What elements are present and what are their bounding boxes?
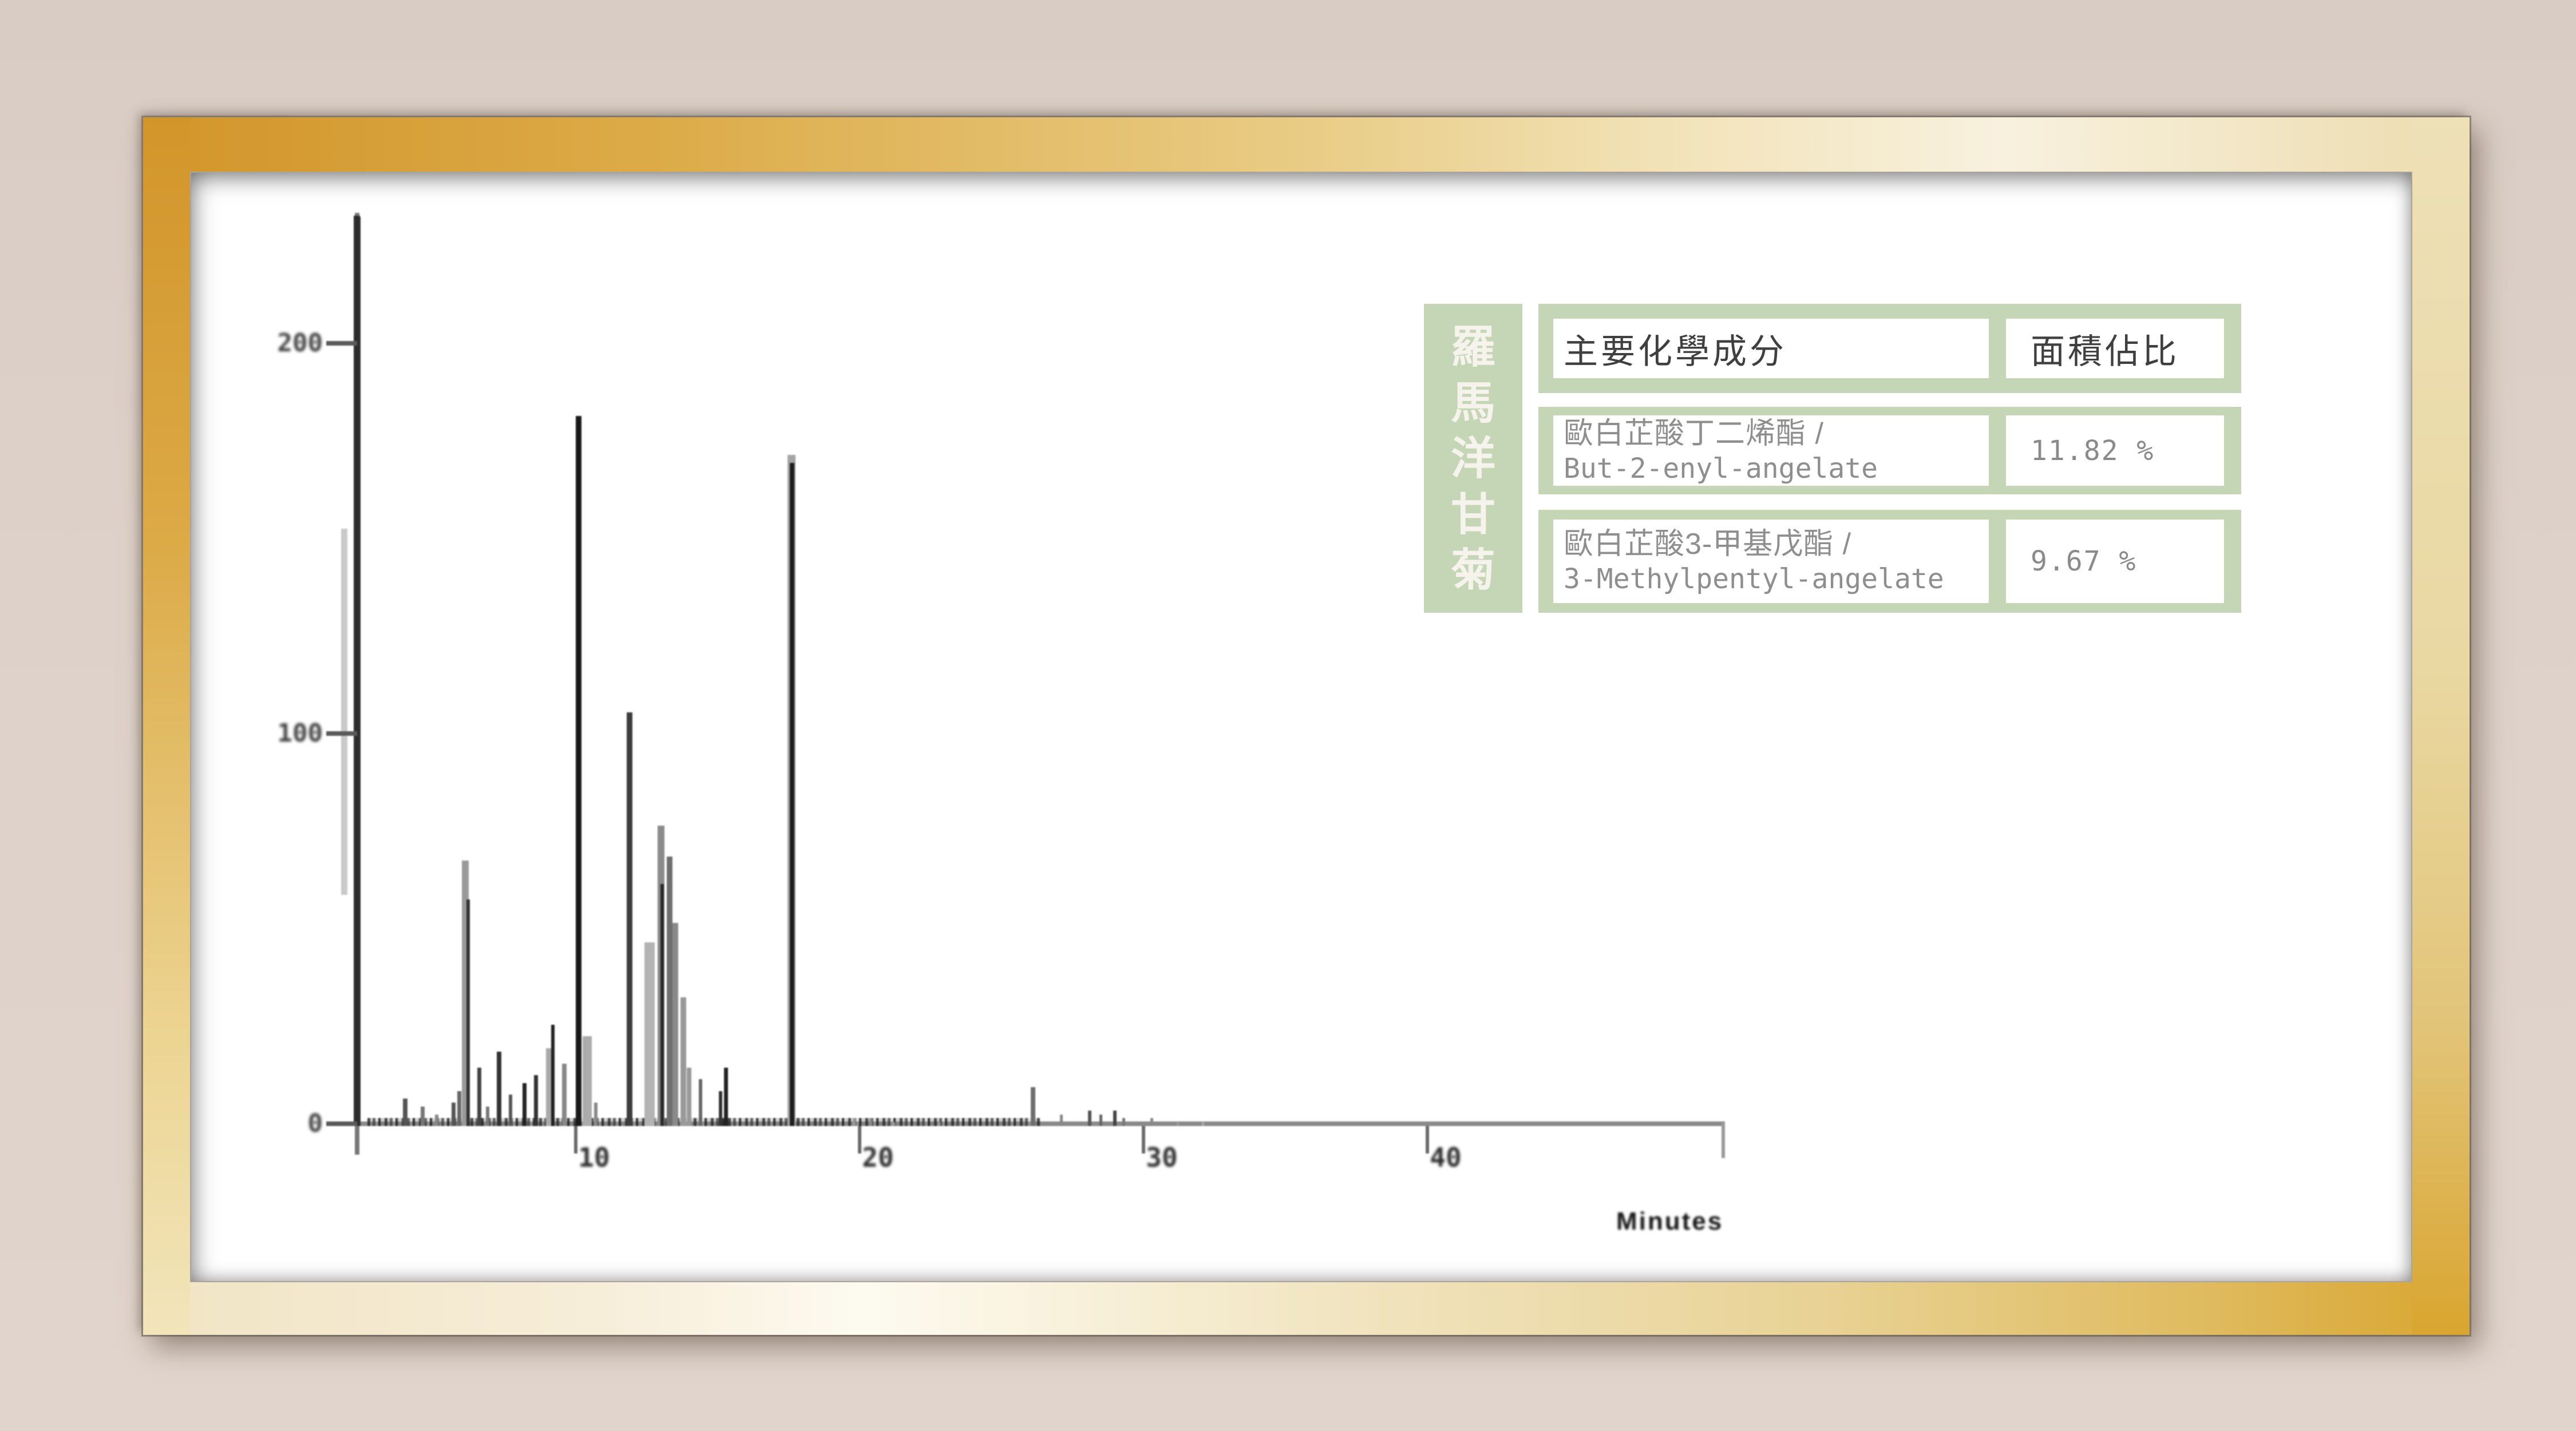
sample-name-char: 馬 xyxy=(1450,377,1495,428)
chromatogram-peak xyxy=(1202,1122,1204,1126)
y-axis-tick-label: 100 xyxy=(277,719,323,748)
y-axis-tick xyxy=(326,1121,357,1126)
chromatogram-peak xyxy=(869,1118,872,1126)
component-name-zh: 歐白芷酸丁二烯酯 / xyxy=(1564,417,1824,450)
frame-band-bottom xyxy=(143,1282,2470,1335)
component-name-cell: 歐白芷酸丁二烯酯 / But-2-enyl-angelate xyxy=(1553,415,1989,486)
chromatogram-peak xyxy=(1122,1118,1125,1126)
chromatogram-peak xyxy=(435,1115,438,1126)
table-row: 歐白芷酸3-甲基戊酯 / 3-Methylpentyl-angelate 9.6… xyxy=(1538,510,2241,613)
x-axis-title: Minutes xyxy=(1616,1207,1724,1235)
component-name-en: But-2-enyl-angelate xyxy=(1564,452,1878,485)
component-name-zh: 歐白芷酸3-甲基戊酯 / xyxy=(1564,528,1852,561)
chromatogram-peak xyxy=(1088,1111,1091,1126)
chromatogram-peak xyxy=(672,923,678,1126)
sample-name-strip: 羅馬洋甘菊 xyxy=(1424,304,1522,613)
header-cell-area: 面積佔比 xyxy=(2006,319,2224,378)
chromatogram-peak xyxy=(562,1064,567,1126)
y-axis-tick-label: 0 xyxy=(307,1109,323,1138)
chromatogram-peak xyxy=(534,1075,538,1126)
chromatogram-peak xyxy=(1031,1087,1035,1126)
chromatogram-peak xyxy=(421,1107,425,1126)
scan-smear-artifact xyxy=(341,529,347,895)
chromatogram-peak xyxy=(1150,1118,1153,1126)
framed-canvas: 0 100 200 10 20 30 40 Minutes 羅馬洋甘菊 主要化學成分 面積… xyxy=(190,172,2412,1282)
chromatogram-peak xyxy=(1177,1122,1179,1126)
chromatogram-peak xyxy=(719,1091,722,1126)
chromatogram-peak xyxy=(687,1068,691,1126)
chromatogram-peak xyxy=(667,857,672,1126)
header-area-label: 面積佔比 xyxy=(2031,332,2179,371)
table-header-row: 主要化學成分 面積佔比 xyxy=(1538,304,2241,393)
chromatogram-peak xyxy=(583,1036,592,1126)
header-component-label: 主要化學成分 xyxy=(1564,332,1787,371)
chromatogram-peak xyxy=(523,1083,527,1126)
chromatogram-peak xyxy=(893,1122,895,1126)
chromatogram-peak xyxy=(699,1079,702,1126)
frame-band-left xyxy=(143,117,190,1335)
x-axis-tick-label: 20 xyxy=(862,1142,894,1173)
sample-name-char: 甘 xyxy=(1450,489,1495,540)
component-name-en: 3-Methylpentyl-angelate xyxy=(1564,563,1944,595)
y-axis-tick-label: 200 xyxy=(277,328,323,358)
composition-table: 主要化學成分 面積佔比 歐白芷酸丁二烯酯 / But-2-enyl-angela… xyxy=(1538,304,2241,613)
chromatogram-peak xyxy=(627,712,632,1126)
x-axis-tick-label: 40 xyxy=(1430,1142,1462,1173)
chromatogram-peak xyxy=(644,942,655,1126)
chromatogram-peak xyxy=(576,416,581,1126)
component-name-cell: 歐白芷酸3-甲基戊酯 / 3-Methylpentyl-angelate xyxy=(1553,520,1989,603)
chromatogram-peak xyxy=(457,1091,461,1126)
chromatogram-peak xyxy=(1099,1115,1102,1126)
chromatogram-peak xyxy=(477,1068,481,1126)
area-percent-value: 11.82 % xyxy=(2031,434,2155,467)
chromatogram-peak xyxy=(853,1118,856,1126)
x-axis-tick-label: 10 xyxy=(578,1142,610,1173)
chromatogram-peak xyxy=(403,1099,407,1126)
gold-frame: 0 100 200 10 20 30 40 Minutes 羅馬洋甘菊 主要化學成分 面積… xyxy=(143,117,2470,1335)
chromatogram-peak xyxy=(680,997,686,1126)
chromatogram-peak xyxy=(452,1103,456,1126)
header-cell-component: 主要化學成分 xyxy=(1553,319,1989,378)
chromatogram-peak xyxy=(466,899,470,1126)
sample-name-char: 羅 xyxy=(1450,322,1495,372)
chromatogram-peak xyxy=(790,463,794,1126)
x-axis-tick xyxy=(1426,1126,1429,1153)
chromatogram-peak xyxy=(938,1122,940,1126)
x-axis-tick xyxy=(1142,1126,1145,1153)
chromatogram-peak xyxy=(1113,1111,1117,1126)
chromatogram-peak xyxy=(660,884,664,1126)
frame-band-top xyxy=(143,117,2470,172)
chromatogram-peak xyxy=(486,1107,489,1126)
table-row: 歐白芷酸丁二烯酯 / But-2-enyl-angelate 11.82 % xyxy=(1538,407,2241,494)
y-axis-tick xyxy=(326,731,357,736)
frame-band-right xyxy=(2412,117,2470,1335)
chromatogram-peak xyxy=(551,1025,555,1126)
sample-name-char: 洋 xyxy=(1450,433,1495,483)
area-percent-value: 9.67 % xyxy=(2031,545,2137,577)
chromatogram-peak xyxy=(594,1103,597,1126)
sample-name-char: 菊 xyxy=(1450,545,1495,595)
chromatogram-peak xyxy=(497,1052,501,1126)
chromatogram-peak xyxy=(354,217,361,1126)
area-percent-cell: 9.67 % xyxy=(2006,520,2224,603)
x-axis-tick-label: 30 xyxy=(1146,1142,1178,1173)
y-axis-tick xyxy=(326,341,357,346)
chromatogram-peak xyxy=(1060,1115,1063,1126)
area-percent-cell: 11.82 % xyxy=(2006,415,2224,486)
x-axis-tick xyxy=(858,1126,861,1153)
gc-chromatogram: 0 100 200 10 20 30 40 Minutes xyxy=(191,173,2411,1281)
chromatogram-peak xyxy=(509,1095,512,1126)
axis-end-cap xyxy=(1722,1123,1725,1158)
x-axis-tick xyxy=(574,1126,577,1153)
chromatogram-peak xyxy=(724,1068,728,1126)
